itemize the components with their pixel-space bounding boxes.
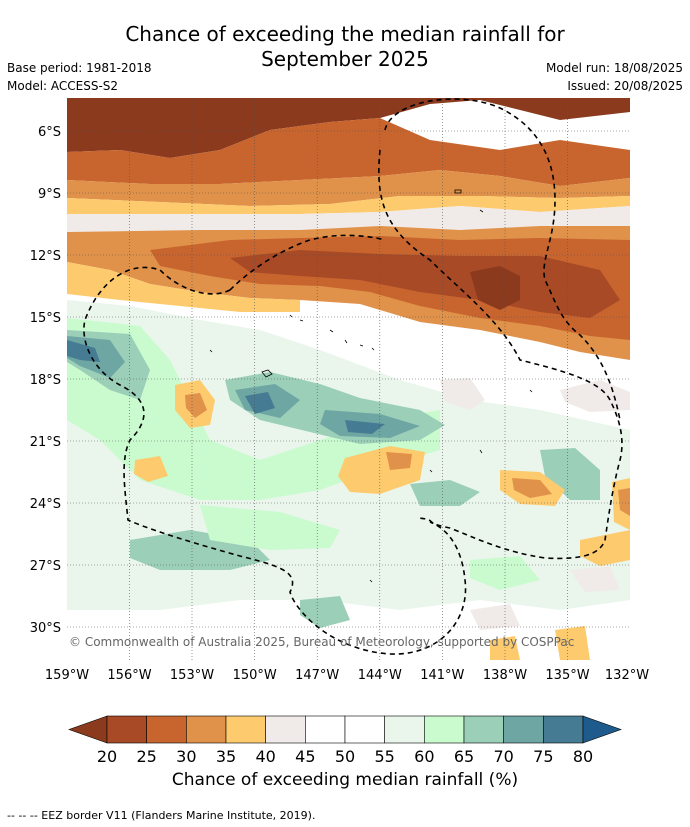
colorbar-tick: 30 (176, 747, 196, 766)
colorbar (68, 715, 622, 744)
lat-tick: 21°S (30, 435, 61, 450)
lon-tick: 159°W (45, 668, 89, 683)
eez-kiribati-line-islands (384, 98, 621, 421)
lon-tick: 144°W (358, 668, 402, 683)
rainfall-map: © Commonwealth of Australia 2025, Bureau… (30, 98, 649, 766)
dry-band-40-north (67, 196, 630, 214)
wet-area-65 (67, 318, 440, 500)
colorbar-swatch (186, 715, 227, 744)
lat-tick: 15°S (30, 311, 61, 326)
colorbar-tick: 75 (533, 747, 553, 766)
colorbar-tick: 25 (136, 747, 156, 766)
colorbar-swatch (146, 715, 187, 744)
copyright-watermark: © Commonwealth of Australia 2025, Bureau… (69, 635, 574, 649)
colorbar-tick: 35 (216, 747, 236, 766)
lon-tick: 153°W (170, 668, 214, 683)
dry-spot-4-inner (512, 478, 552, 498)
colorbar-swatch (503, 715, 544, 744)
lon-tick: 132°W (605, 668, 649, 683)
dry-spot-2 (134, 456, 168, 482)
model-run-date: Model run: 18/08/2025 (545, 61, 683, 75)
issued-date: Issued: 20/08/2025 (567, 79, 683, 93)
wet-patch-central-80 (245, 392, 385, 434)
colorbar-swatch (305, 715, 346, 744)
wet-patch-southwest-65 (200, 505, 540, 590)
lat-tick: 9°S (38, 187, 61, 202)
wet-area-80 (67, 340, 100, 362)
lon-tick: 135°W (545, 668, 589, 683)
colorbar-label: Chance of exceeding median rainfall (%) (171, 770, 519, 790)
title-line-2: September 2025 (261, 47, 429, 71)
lon-tick: 147°W (295, 668, 339, 683)
map-title: Chance of exceeding the median rainfall … (0, 22, 690, 72)
dry-spot-7 (490, 626, 590, 660)
dry-spot-5-inner (618, 488, 630, 516)
map-field (67, 98, 630, 660)
lon-tick: 141°W (420, 668, 464, 683)
lat-tick: 30°S (30, 621, 61, 636)
colorbar-swatch (424, 715, 465, 744)
colorbar-ticks: 20 25 30 35 40 45 50 55 60 65 70 75 80 (97, 747, 593, 766)
colorbar-tick: 70 (493, 747, 513, 766)
white-gap-band (67, 206, 630, 232)
title-line-1: Chance of exceeding the median rainfall … (125, 22, 565, 46)
colorbar-tick: 80 (573, 747, 593, 766)
dry-band-40-central (67, 262, 300, 312)
lat-tick: 24°S (30, 497, 61, 512)
colorbar-swatch (463, 715, 504, 744)
lon-tick: 156°W (107, 668, 151, 683)
lat-tick: 18°S (30, 373, 61, 388)
colorbar-low-extend (68, 715, 108, 744)
longitude-ticks: 159°W 156°W 153°W 150°W 147°W 144°W 141°… (45, 668, 649, 683)
graticule (67, 98, 630, 660)
lat-tick: 12°S (30, 249, 61, 264)
colorbar-high-extend (582, 715, 622, 744)
model-name: Model: ACCESS-S2 (7, 79, 119, 93)
wet-patch-east (410, 448, 600, 506)
colorbar-tick: 20 (97, 747, 117, 766)
lat-tick: 27°S (30, 559, 61, 574)
colorbar-swatch (384, 715, 425, 744)
base-period: Base period: 1981-2018 (7, 61, 152, 75)
dry-band-35-north (67, 170, 630, 206)
dry-band-25-central (230, 250, 620, 318)
colorbar-tick: 40 (255, 747, 275, 766)
colorbar-swatch (225, 715, 266, 744)
neutral-patches (440, 378, 630, 630)
colorbar-swatch (344, 715, 385, 744)
colorbar-tick: 60 (414, 747, 434, 766)
colorbar-tick: 65 (454, 747, 474, 766)
wet-patch-southwest (130, 530, 350, 628)
dry-band-20 (67, 98, 630, 158)
lat-tick: 6°S (38, 125, 61, 140)
colorbar-tick: 55 (374, 747, 394, 766)
dry-patch-20 (470, 266, 520, 310)
latitude-ticks: 6°S 9°S 12°S 15°S 18°S 21°S 24°S 27°S 30… (30, 125, 61, 636)
colorbar-swatch (265, 715, 306, 744)
colorbar-swatch (106, 715, 147, 744)
lon-tick: 138°W (483, 668, 527, 683)
colorbar-tick: 50 (335, 747, 355, 766)
colorbar-tick: 45 (295, 747, 315, 766)
lon-tick: 150°W (233, 668, 277, 683)
dry-band-30 (67, 118, 630, 186)
dry-spot-1-inner (185, 393, 207, 418)
dry-spot-6 (580, 530, 630, 566)
dry-spot-3-inner (386, 452, 412, 470)
eez-borders (83, 98, 623, 655)
colorbar-swatch (543, 715, 584, 744)
eez-footnote: -- -- -- EEZ border V11 (Flanders Marine… (7, 809, 316, 822)
island-outlines (209, 189, 533, 583)
